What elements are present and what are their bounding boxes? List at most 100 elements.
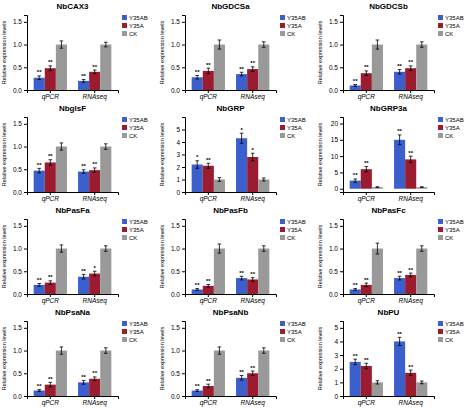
bar [247,279,258,294]
error-bar-cap [49,159,53,160]
legend-label: Y35A [287,227,302,233]
significance-label: ** [408,364,413,370]
error-bar-cap [195,160,199,161]
legend-label: Y35AB [445,15,464,21]
legend: Y35ABY35ACK [122,321,148,343]
bar [100,147,111,192]
legend-item: CK [438,235,453,241]
y-axis-line [182,220,186,295]
error-bar [398,70,402,75]
legend-item: CK [438,337,453,343]
significance-label: ** [206,378,211,384]
significance-label: ** [48,376,53,382]
legend-swatch [122,235,127,240]
y-tick-mark [182,155,185,156]
bar [247,373,258,396]
y-tick-mark [24,294,27,295]
error-bar [49,281,53,285]
y-tick: 0.0 [13,393,27,400]
y-tick: 1.5 [329,222,343,229]
significance-label: ** [364,160,369,166]
y-axis: 0.00.51.01.5 [171,16,186,94]
legend-swatch [438,117,443,122]
error-bar [409,273,413,277]
chart-title: NbGRP [217,104,246,113]
significance-label: ** [92,370,97,376]
bar [405,159,416,188]
error-bar-cap [195,391,199,392]
legend-swatch [280,125,285,130]
error-bar-stem [355,359,356,364]
legend-label: CK [287,235,295,241]
error-bar-cap [376,254,380,255]
y-tick-mark [182,22,185,23]
legend-item: CK [280,133,295,139]
legend: Y35ABY35ACK [122,117,148,139]
significance-label: ** [250,365,255,371]
legend-swatch [280,321,285,326]
legend-label: Y35AB [129,15,148,21]
error-bar [398,276,402,280]
bar [192,165,203,193]
error-bar [262,42,266,47]
error-bar [365,283,369,287]
y-tick-label: 1.5 [13,120,22,127]
error-bar-cap [218,244,222,245]
y-axis-title: Relative expression levels [1,122,7,186]
legend-item: Y35A [122,227,144,233]
error-bar [240,72,244,76]
significance-labels: ******** [195,365,256,390]
bar [89,379,100,396]
error-bar-cap [93,376,97,377]
error-bar-cap [104,245,108,246]
significance-label: ** [408,267,413,273]
y-tick-mark [182,271,185,272]
legend-swatch [122,31,127,36]
y-tick-mark [24,249,27,250]
bar [192,391,203,396]
bar [56,249,67,294]
error-bar [104,246,108,251]
legend-swatch [122,219,127,224]
error-bar-cap [195,79,199,80]
x-tick: qPCR [200,294,218,305]
bar [394,278,405,294]
plot-marks [350,40,428,90]
error-bar-cap [37,75,41,76]
legend-label: Y35AB [129,219,148,225]
bar [56,147,67,192]
x-tick-label: RNAseq [241,93,266,101]
y-tick: 20 [331,120,343,127]
error-bar-cap [376,49,380,50]
x-tick-label: qPCR [200,399,218,407]
bar [45,283,56,294]
plot-marks [34,143,112,192]
error-bar-cap [37,79,41,80]
error-bar-cap [409,276,413,277]
legend-item: Y35A [122,23,144,29]
significance-label: ** [206,157,211,163]
error-bar-cap [420,186,424,187]
significance-label: ** [195,383,200,389]
bar-series [372,243,427,294]
bar [405,275,416,294]
error-bar [365,363,369,368]
y-tick-mark [24,169,27,170]
x-tick: RNAseq [399,192,424,203]
error-bar-stem [83,170,84,174]
bar [192,289,203,294]
legend-swatch [280,23,285,28]
plot-marks [34,245,112,294]
y-tick-label: 3 [176,151,180,158]
legend-label: CK [445,31,453,37]
error-bar [262,246,266,251]
y-axis-title: Relative expression levels [317,122,323,186]
error-bar-cap [262,353,266,354]
error-bar-cap [365,75,369,76]
error-bar-stem [61,245,62,252]
error-bar-stem [377,40,378,49]
legend-swatch [122,337,127,342]
error-bar-cap [353,288,357,289]
x-tick-label: RNAseq [241,399,266,407]
y-tick-label: 0.0 [329,291,338,298]
